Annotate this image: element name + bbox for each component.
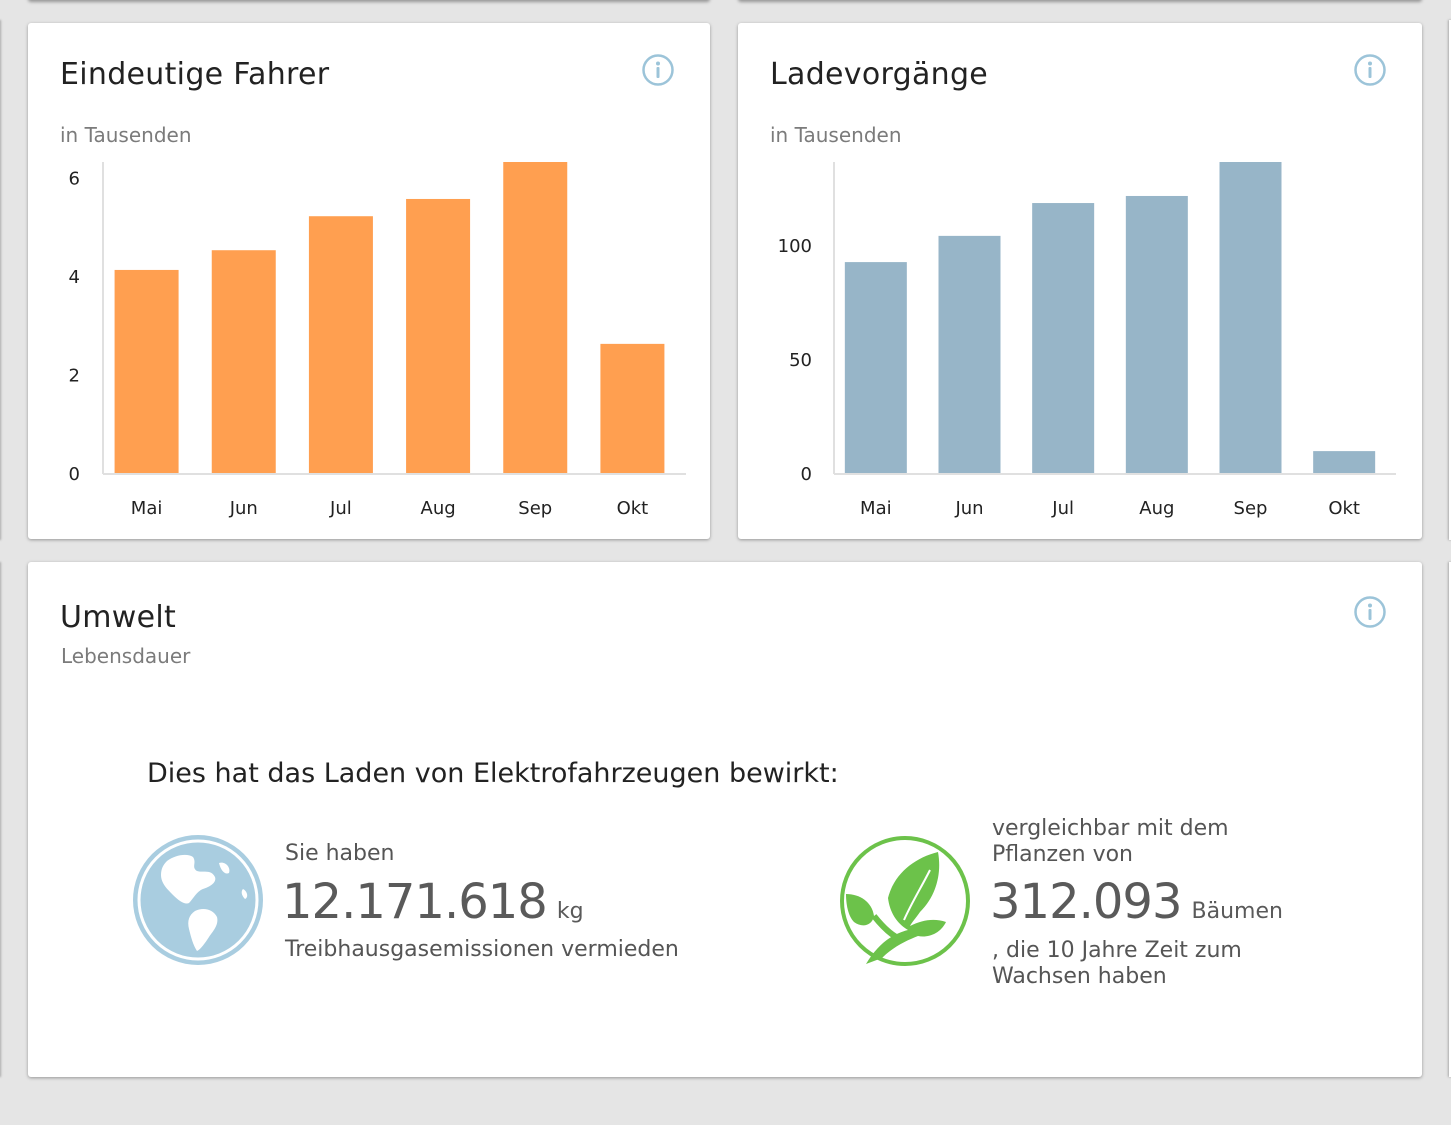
- y-tick-label: 100: [778, 236, 812, 257]
- globe-icon: [133, 835, 263, 965]
- charging-card: Ladevorgänge in Tausenden 0 50 100 Mai Jun Ju…: [738, 23, 1422, 539]
- x-tick-label: Aug: [1139, 498, 1174, 519]
- trees-pre-text-2: Pflanzen von: [992, 842, 1133, 867]
- info-icon: [642, 54, 674, 86]
- x-tick-label: Jun: [954, 498, 983, 519]
- plant-icon: [840, 836, 970, 966]
- bar-jun: [211, 250, 276, 473]
- bar-okt: [600, 343, 665, 473]
- trees-post-text-1: , die 10 Jahre Zeit zum: [992, 938, 1242, 963]
- x-tick-label: Aug: [421, 498, 456, 519]
- info-button[interactable]: [1353, 53, 1387, 87]
- info-icon: [1354, 54, 1386, 86]
- trees-unit: Bäumen: [1191, 899, 1283, 924]
- x-tick-label: Okt: [1328, 498, 1360, 519]
- y-tick-label: 50: [789, 350, 812, 371]
- x-tick-label: Mai: [860, 498, 892, 519]
- x-tick-label: Okt: [617, 498, 649, 519]
- card-title: Ladevorgänge: [770, 57, 989, 92]
- bar-jul: [1032, 203, 1095, 473]
- bar-okt: [1313, 451, 1376, 473]
- card-right-edge-top: [1449, 20, 1451, 540]
- info-button[interactable]: [641, 53, 675, 87]
- y-tick-label: 0: [69, 464, 80, 485]
- x-tick-label: Jun: [229, 498, 258, 519]
- card-subtitle: Lebensdauer: [61, 644, 191, 668]
- x-tick-label: Mai: [131, 498, 163, 519]
- bar-sep: [1219, 162, 1282, 473]
- card-right-edge-bottom: [1449, 562, 1451, 1077]
- trees-value-row: 312.093 Bäumen: [990, 872, 1283, 942]
- bar-mai: [114, 269, 179, 473]
- x-tick-label: Jul: [329, 498, 352, 519]
- info-icon: [1354, 596, 1386, 628]
- environment-heading: Dies hat das Laden von Elektrofahrzeugen…: [147, 758, 839, 789]
- bar-mai: [844, 262, 907, 473]
- y-tick-label: 6: [69, 168, 80, 189]
- x-tick-label: Sep: [518, 498, 552, 519]
- bar-aug: [406, 198, 471, 473]
- environment-card: Umwelt Lebensdauer Dies hat das Laden vo…: [28, 562, 1422, 1077]
- bar-sep: [503, 162, 568, 473]
- emissions-value: 12.171.618: [282, 874, 548, 930]
- emissions-post-text: Treibhausgasemissionen vermieden: [285, 937, 679, 962]
- card-title: Umwelt: [60, 600, 177, 635]
- trees-post-text-2: Wachsen haben: [992, 964, 1167, 989]
- x-tick-label: Jul: [1051, 498, 1074, 519]
- y-tick-label: 0: [801, 464, 812, 485]
- emissions-value-row: 12.171.618 kg: [282, 872, 584, 942]
- bar-jul: [308, 216, 373, 474]
- info-button[interactable]: [1353, 595, 1387, 629]
- emissions-pre-text: Sie haben: [285, 841, 395, 866]
- trees-pre-text-1: vergleichbar mit dem: [992, 816, 1229, 841]
- card-subtitle: in Tausenden: [770, 123, 902, 147]
- y-tick-label: 2: [69, 365, 80, 386]
- card-title: Eindeutige Fahrer: [60, 57, 330, 92]
- drivers-card: Eindeutige Fahrer in Tausenden 0 2 4 6 Mai Ju…: [28, 23, 710, 539]
- charging-bar-chart: 0 50 100 Mai Jun Jul Aug Sep Okt: [778, 162, 1396, 519]
- y-tick-label: 4: [69, 267, 80, 288]
- bar-jun: [938, 235, 1001, 473]
- drivers-bar-chart: 0 2 4 6 Mai Jun Jul Aug Sep Okt: [69, 162, 686, 519]
- emissions-unit: kg: [556, 899, 584, 924]
- trees-value: 312.093: [990, 874, 1182, 930]
- card-subtitle: in Tausenden: [60, 123, 192, 147]
- bar-aug: [1125, 195, 1188, 473]
- x-tick-label: Sep: [1234, 498, 1268, 519]
